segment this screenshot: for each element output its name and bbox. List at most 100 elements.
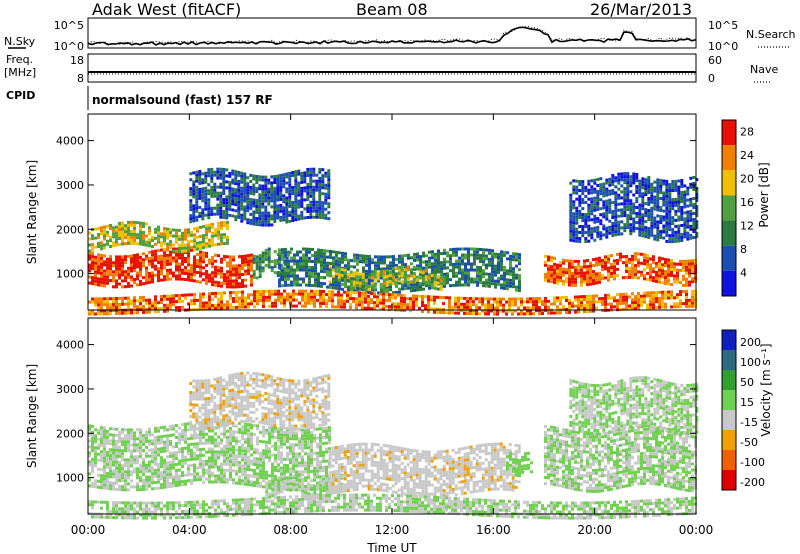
power-cell — [677, 218, 681, 222]
power-cell — [284, 250, 287, 254]
power-cell — [488, 278, 491, 282]
power-cell — [692, 182, 696, 185]
power-cell — [652, 276, 655, 280]
power-cell — [349, 297, 352, 300]
power-cell — [258, 202, 262, 206]
velocity-cell — [112, 427, 115, 431]
power-cell — [476, 274, 479, 278]
velocity-cell — [172, 460, 175, 464]
power-cell — [641, 177, 645, 181]
power-cell — [569, 181, 573, 185]
power-cell — [271, 292, 274, 296]
power-cell — [305, 283, 308, 287]
power-cell — [294, 200, 298, 204]
velocity-cell — [103, 444, 106, 448]
power-cell — [668, 240, 672, 244]
power-cell — [88, 251, 91, 255]
power-cell — [683, 229, 687, 233]
power-cell — [491, 264, 494, 268]
velocity-cell — [139, 443, 142, 447]
power-cell — [139, 273, 142, 277]
velocity-cell — [190, 433, 193, 437]
power-cell — [470, 280, 473, 284]
power-cell — [691, 262, 694, 266]
power-cell — [655, 294, 658, 298]
power-cell — [631, 298, 634, 302]
power-cell — [617, 181, 621, 185]
power-cell — [320, 275, 323, 279]
velocity-cell — [145, 469, 148, 473]
power-cell — [647, 203, 651, 206]
velocity-cell — [172, 475, 175, 479]
power-cell — [398, 260, 401, 264]
power-cell — [443, 248, 446, 252]
velocity-cell — [163, 470, 166, 474]
power-cell — [572, 239, 576, 243]
power-cell — [457, 299, 460, 303]
power-cell — [620, 196, 624, 200]
power-cell — [467, 271, 470, 275]
power-cell — [127, 232, 130, 236]
power-cell — [160, 241, 163, 245]
power-cell — [296, 283, 299, 287]
power-cell — [682, 268, 685, 272]
power-cell — [538, 306, 541, 310]
power-cell — [276, 216, 280, 220]
power-cell — [250, 280, 253, 284]
power-cell — [204, 195, 208, 199]
velocity-cell — [139, 455, 142, 459]
power-cell — [276, 177, 280, 181]
power-cell — [285, 205, 289, 209]
power-cell — [647, 188, 651, 191]
power-cell — [94, 279, 97, 283]
power-cell — [337, 273, 341, 276]
power-cell — [124, 236, 127, 240]
power-cell — [355, 272, 359, 276]
power-cell — [485, 248, 488, 252]
velocity-cell — [91, 424, 94, 428]
power-cell — [196, 247, 199, 251]
power-cell — [670, 290, 673, 294]
power-cell — [685, 271, 688, 275]
power-cell — [464, 283, 467, 287]
power-cell — [214, 259, 217, 263]
power-cell — [204, 198, 208, 202]
power-cell — [427, 276, 431, 280]
power-cell — [403, 277, 407, 281]
power-cell — [103, 303, 106, 307]
velocity-cell — [109, 442, 112, 446]
power-cell — [578, 225, 582, 228]
power-cell — [455, 280, 458, 284]
power-cell — [677, 236, 681, 240]
power-cell — [231, 196, 235, 200]
power-cell — [382, 298, 385, 302]
power-cell — [538, 297, 541, 301]
power-cell — [656, 223, 660, 227]
power-cell — [313, 295, 316, 299]
power-cell — [479, 260, 482, 263]
power-cell — [652, 291, 655, 295]
velocity-cell — [193, 472, 196, 476]
power-cell — [506, 272, 509, 276]
power-cell — [324, 213, 328, 217]
power-cell — [314, 272, 317, 276]
power-cell — [640, 252, 643, 256]
power-cell — [494, 264, 497, 268]
velocity-cell — [157, 468, 160, 472]
power-cell — [237, 185, 241, 189]
power-cell — [145, 298, 148, 302]
power-cell — [431, 256, 434, 260]
velocity-cell — [112, 463, 115, 467]
power-cell — [613, 274, 616, 278]
power-cell — [688, 304, 691, 308]
velocity-cell — [121, 437, 124, 441]
power-cell — [175, 256, 178, 260]
power-cell — [383, 261, 386, 265]
power-cell — [169, 306, 172, 310]
power-cell — [593, 190, 597, 194]
power-cell — [160, 257, 163, 261]
velocity-cell — [109, 487, 112, 491]
power-cell — [565, 299, 568, 302]
power-cell — [607, 275, 610, 279]
power-cell — [616, 293, 619, 297]
